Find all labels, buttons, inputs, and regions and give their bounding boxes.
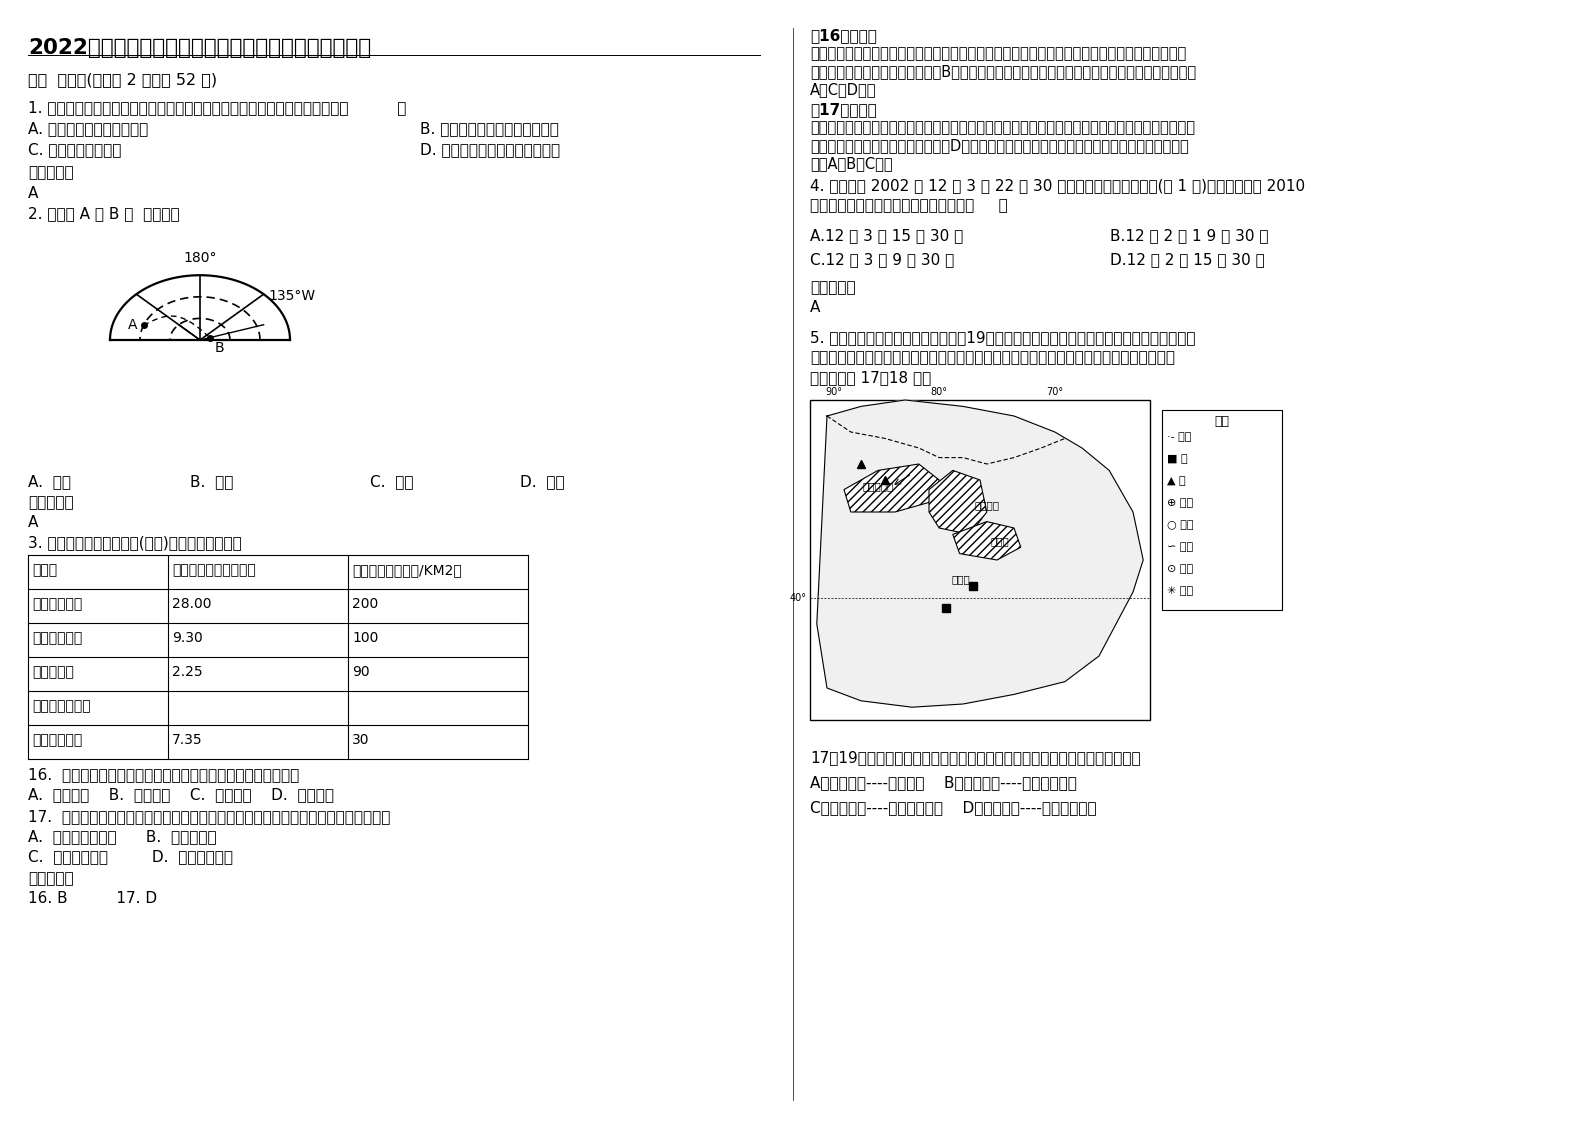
Text: ○ 城市: ○ 城市 — [1166, 519, 1193, 530]
Text: 地中海气候: 地中海气候 — [32, 665, 75, 679]
Text: 4. 北京时间 2002 年 12 月 3 日 22 时 30 分，世界展览局在摩纳哥(东 1 区)宣布上海获得 2010: 4. 北京时间 2002 年 12 月 3 日 22 时 30 分，世界展览局在… — [809, 178, 1305, 193]
Text: A. 地表河流多，且为外流河: A. 地表河流多，且为外流河 — [29, 121, 148, 136]
Text: 180°: 180° — [183, 251, 217, 265]
Text: 大，A、B、C错。: 大，A、B、C错。 — [809, 156, 892, 171]
Text: 100: 100 — [352, 631, 378, 645]
Text: A、汽车工业----科技发达    B、煤炭工业----煤炭资源丰富: A、汽车工业----科技发达 B、煤炭工业----煤炭资源丰富 — [809, 775, 1078, 790]
Bar — [1162, 410, 1282, 610]
Text: C、钢铁工业----煤炭资源丰富    D、机械工业----市场需求量大: C、钢铁工业----煤炭资源丰富 D、机械工业----市场需求量大 — [809, 800, 1097, 815]
Text: 30: 30 — [352, 733, 370, 747]
Text: 参考答案：: 参考答案： — [29, 165, 73, 180]
Polygon shape — [844, 465, 940, 512]
Text: 16.  表中所列人口合理容量和合理人口密度的测算主要考虑的是: 16. 表中所列人口合理容量和合理人口密度的测算主要考虑的是 — [29, 767, 300, 782]
Text: 90°: 90° — [825, 387, 843, 397]
Text: A.  亚热带季风气候      B.  地中海气候: A. 亚热带季风气候 B. 地中海气候 — [29, 829, 216, 844]
Text: 2. 下图中 A 在 B 的  什么方位: 2. 下图中 A 在 B 的 什么方位 — [29, 206, 179, 221]
Text: 5. 美国独立后，工业发展速度加快。19世纪中叶开挖修建连接伊利湖与安大略湖间的人工运: 5. 美国独立后，工业发展速度加快。19世纪中叶开挖修建连接伊利湖与安大略湖间的… — [809, 330, 1195, 344]
Text: A: A — [29, 186, 38, 201]
Text: 苏必利尔湖: 苏必利尔湖 — [862, 481, 893, 491]
Text: 135°W: 135°W — [268, 289, 316, 303]
Text: 17.  按表格推算下列气候类型所在地区，远没有达到人口合理容量和合理人口密度的是: 17. 按表格推算下列气候类型所在地区，远没有达到人口合理容量和合理人口密度的是 — [29, 809, 390, 824]
Text: 前的热带雨林气候区人口密度很小，D对。亚热带季风气候、地中海气候、温带季风气候人口密度: 前的热带雨林气候区人口密度很小，D对。亚热带季风气候、地中海气候、温带季风气候人… — [809, 138, 1189, 153]
Text: 表中所列合理人口容量和合理人口密度的测算主要考虑的是自然因素，水热条件好的地区，生物量: 表中所列合理人口容量和合理人口密度的测算主要考虑的是自然因素，水热条件好的地区，… — [809, 46, 1185, 61]
Text: A.  社会因素    B.  自然因素    C.  经济因素    D.  技术因素: A. 社会因素 B. 自然因素 C. 经济因素 D. 技术因素 — [29, 787, 333, 802]
Text: 【17题详解】: 【17题详解】 — [809, 102, 876, 117]
Text: 2.25: 2.25 — [171, 665, 203, 679]
Text: A: A — [129, 319, 138, 332]
Text: 河；并且开通匹兹堡与苏必利尔湖间的铁路运输，东北部工业区崛起。右图为美国东北部区: 河；并且开通匹兹堡与苏必利尔湖间的铁路运输，东北部工业区崛起。右图为美国东北部区 — [809, 350, 1174, 365]
Text: ▲ 铁: ▲ 铁 — [1166, 476, 1185, 486]
Text: 气候区: 气候区 — [32, 563, 57, 577]
Text: 图例: 图例 — [1214, 415, 1230, 427]
Text: D. 植物稀少，土壤有机质含量多: D. 植物稀少，土壤有机质含量多 — [421, 142, 560, 157]
Text: 【16题详解】: 【16题详解】 — [809, 28, 878, 43]
Text: B.12 月 2 日 1 9 时 30 分: B.12 月 2 日 1 9 时 30 分 — [1109, 228, 1268, 243]
Text: 年世博会主办权，此时摩纳哥的时间是（     ）: 年世博会主办权，此时摩纳哥的时间是（ ） — [809, 197, 1008, 213]
Text: B.  东南: B. 东南 — [190, 473, 233, 489]
Text: 7.35: 7.35 — [171, 733, 203, 747]
Polygon shape — [952, 522, 1020, 560]
Text: 1. 从地理环境整体性方面分析，下列地理现象与湖南的地理景观相符合的是（          ）: 1. 从地理环境整体性方面分析，下列地理现象与湖南的地理景观相符合的是（ ） — [29, 100, 406, 114]
Text: 3. 读世界人口容量测算表(部分)，完成下面小题。: 3. 读世界人口容量测算表(部分)，完成下面小题。 — [29, 535, 241, 550]
Text: C.  温带季风气候         D.  热带雨林气候: C. 温带季风气候 D. 热带雨林气候 — [29, 849, 233, 864]
Text: 200: 200 — [352, 597, 378, 611]
Text: 参考答案：: 参考答案： — [29, 495, 73, 511]
Text: 16. B          17. D: 16. B 17. D — [29, 891, 157, 905]
Text: A、C、D错。: A、C、D错。 — [809, 82, 876, 96]
Text: ∽ 河流: ∽ 河流 — [1166, 542, 1193, 552]
Text: 参考答案：: 参考答案： — [29, 871, 73, 886]
Text: 大，人口合理容量、合理密度大，B对。社会因素、经济因素、技术因素与气候类型没有必然联系，: 大，人口合理容量、合理密度大，B对。社会因素、经济因素、技术因素与气候类型没有必… — [809, 64, 1197, 79]
Text: ⊕ 油都: ⊕ 油都 — [1166, 498, 1193, 508]
Text: 2022年安徽省黄山市汤口中学高一地理模拟试题含解析: 2022年安徽省黄山市汤口中学高一地理模拟试题含解析 — [29, 38, 371, 58]
Text: A.  西北: A. 西北 — [29, 473, 71, 489]
Text: B. 流水作用微弱，物理风化强烈: B. 流水作用微弱，物理风化强烈 — [421, 121, 559, 136]
Text: A: A — [809, 300, 820, 315]
Text: 合理人口密度（人/KM2）: 合理人口密度（人/KM2） — [352, 563, 462, 577]
Text: C.  东北: C. 东北 — [370, 473, 414, 489]
Text: ■ 煤: ■ 煤 — [1166, 454, 1187, 465]
Text: 域图。完成 17～18 题。: 域图。完成 17～18 题。 — [809, 370, 932, 385]
Text: A.12 月 3 日 15 时 30 分: A.12 月 3 日 15 时 30 分 — [809, 228, 963, 243]
Text: B: B — [214, 341, 224, 355]
Text: C.12 月 3 日 9 时 30 分: C.12 月 3 日 9 时 30 分 — [809, 252, 954, 267]
Text: ⊙ 湖泊: ⊙ 湖泊 — [1166, 564, 1193, 574]
Text: 28.00: 28.00 — [171, 597, 211, 611]
Text: 温带季风气候: 温带季风气候 — [32, 733, 83, 747]
Text: C. 风力侵蚀作用显著: C. 风力侵蚀作用显著 — [29, 142, 121, 157]
Text: 9.30: 9.30 — [171, 631, 203, 645]
Text: 安大略湖: 安大略湖 — [974, 500, 1000, 511]
Text: A: A — [29, 515, 38, 530]
Text: ✳ 山脉: ✳ 山脉 — [1166, 586, 1193, 596]
Bar — [809, 401, 1151, 720]
Text: D.12 月 2 日 15 时 30 分: D.12 月 2 日 15 时 30 分 — [1109, 252, 1265, 267]
Text: 热带雨林气候: 热带雨林气候 — [32, 597, 83, 611]
Text: 参考答案：: 参考答案： — [809, 280, 855, 295]
Text: D.  西南: D. 西南 — [521, 473, 565, 489]
Text: 80°: 80° — [930, 387, 947, 397]
Text: 17、19世纪中叶前，匹兹堡主要工业部门及主导区位因素组合，最有可能的是: 17、19世纪中叶前，匹兹堡主要工业部门及主导区位因素组合，最有可能的是 — [809, 749, 1141, 765]
Text: 40°: 40° — [790, 594, 808, 604]
Polygon shape — [928, 470, 987, 534]
Text: 按表格推算下列气候类型所在地区，远没有达到合理人口容量和合理人口密度的是热带雨林气候，目: 按表格推算下列气候类型所在地区，远没有达到合理人口容量和合理人口密度的是热带雨林… — [809, 120, 1195, 135]
Text: 伊利湖: 伊利湖 — [990, 536, 1009, 545]
Text: 90: 90 — [352, 665, 370, 679]
Text: 一、  选择题(每小题 2 分，共 52 分): 一、 选择题(每小题 2 分，共 52 分) — [29, 72, 217, 88]
Text: 合理人口容量（亿人）: 合理人口容量（亿人） — [171, 563, 256, 577]
Text: 温带海洋性气候: 温带海洋性气候 — [32, 699, 90, 712]
Text: 70°: 70° — [1046, 387, 1063, 397]
Text: 亚热带季气候: 亚热带季气候 — [32, 631, 83, 645]
Text: 匹兹堡: 匹兹堡 — [951, 574, 970, 585]
Polygon shape — [817, 401, 1143, 707]
Text: ·- 国界: ·- 国界 — [1166, 432, 1192, 442]
